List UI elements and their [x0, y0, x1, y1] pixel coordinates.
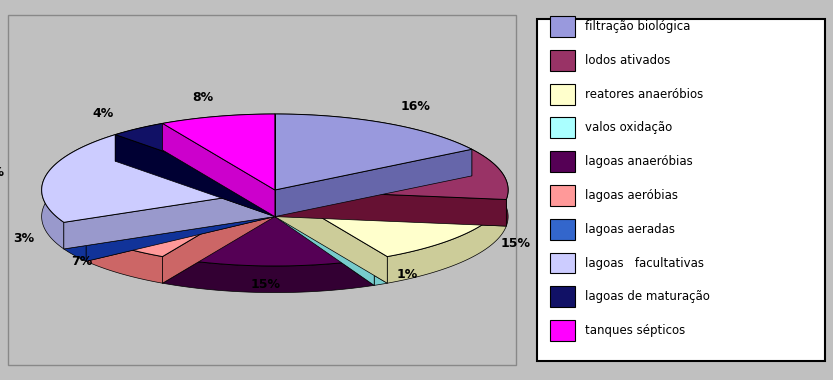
Polygon shape	[115, 124, 162, 161]
Text: 1%: 1%	[397, 268, 418, 281]
Text: lagoas aeradas: lagoas aeradas	[585, 223, 675, 236]
Polygon shape	[162, 114, 275, 150]
Polygon shape	[64, 190, 275, 249]
Polygon shape	[387, 200, 506, 283]
Bar	[8, 15, 516, 365]
Polygon shape	[162, 190, 275, 283]
Text: 15%: 15%	[501, 237, 531, 250]
Text: tanques sépticos: tanques sépticos	[585, 324, 685, 337]
Bar	[550, 151, 575, 172]
Text: lagoas anaeróbias: lagoas anaeróbias	[585, 155, 692, 168]
Polygon shape	[275, 190, 387, 259]
Polygon shape	[275, 190, 374, 285]
Polygon shape	[275, 190, 387, 283]
Bar	[550, 185, 575, 206]
Text: reatores anaeróbios: reatores anaeróbios	[585, 88, 703, 101]
Polygon shape	[162, 114, 275, 190]
Polygon shape	[275, 190, 506, 256]
Text: 4%: 4%	[93, 107, 114, 120]
Polygon shape	[86, 190, 275, 261]
Text: filtração biológica: filtração biológica	[585, 20, 691, 33]
Polygon shape	[162, 190, 275, 283]
Polygon shape	[162, 256, 374, 293]
Text: 15%: 15%	[251, 279, 281, 291]
Polygon shape	[64, 222, 86, 261]
Polygon shape	[471, 149, 508, 226]
Text: 16%: 16%	[401, 100, 431, 113]
Polygon shape	[86, 190, 275, 256]
Text: 20%: 20%	[0, 166, 3, 179]
Polygon shape	[42, 135, 275, 222]
Polygon shape	[115, 135, 275, 217]
Bar	[550, 84, 575, 104]
Polygon shape	[115, 124, 275, 190]
Polygon shape	[115, 135, 275, 217]
Bar	[537, 19, 825, 361]
Polygon shape	[275, 114, 471, 190]
Polygon shape	[64, 190, 275, 249]
Polygon shape	[275, 149, 471, 217]
Text: 3%: 3%	[13, 232, 34, 245]
Polygon shape	[275, 149, 508, 200]
Bar	[550, 253, 575, 274]
Text: lagoas   facultativas: lagoas facultativas	[585, 256, 704, 269]
Polygon shape	[374, 256, 387, 285]
Text: 8%: 8%	[192, 92, 213, 105]
Polygon shape	[275, 190, 374, 285]
Text: lagoas de maturação: lagoas de maturação	[585, 290, 710, 303]
Bar	[550, 50, 575, 71]
Polygon shape	[162, 190, 374, 266]
Polygon shape	[162, 124, 275, 217]
Text: lodos ativados: lodos ativados	[585, 54, 670, 67]
Text: 7%: 7%	[72, 255, 92, 268]
Polygon shape	[64, 190, 275, 235]
Polygon shape	[42, 135, 115, 249]
Polygon shape	[275, 190, 506, 226]
Text: valos oxidação: valos oxidação	[585, 122, 672, 135]
Text: 11%: 11%	[545, 163, 575, 176]
Polygon shape	[275, 149, 471, 217]
Bar	[550, 219, 575, 240]
Bar	[550, 16, 575, 37]
Polygon shape	[275, 190, 387, 283]
Text: lagoas aeróbias: lagoas aeróbias	[585, 189, 678, 202]
Polygon shape	[86, 190, 275, 261]
Polygon shape	[275, 114, 471, 176]
Polygon shape	[275, 190, 506, 226]
Bar	[550, 320, 575, 341]
Bar	[550, 287, 575, 307]
Bar	[550, 117, 575, 138]
Polygon shape	[86, 235, 162, 283]
Polygon shape	[162, 124, 275, 217]
